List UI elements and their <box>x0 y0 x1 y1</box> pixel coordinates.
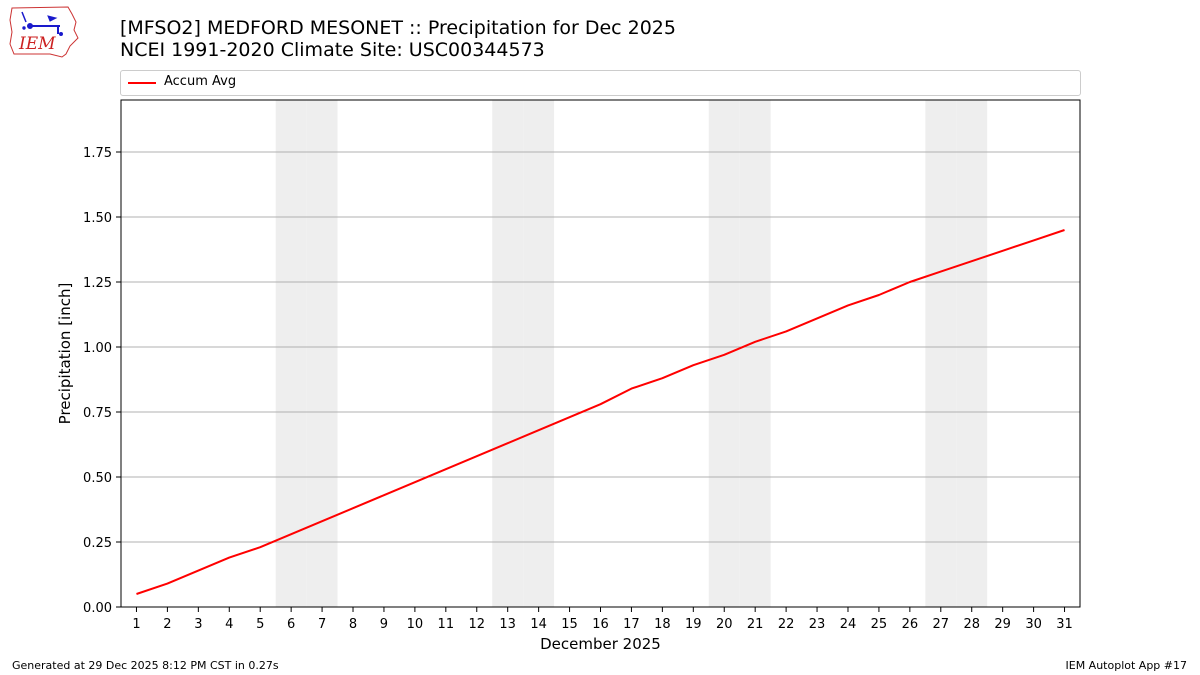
x-axis-label: December 2025 <box>540 635 661 653</box>
series-lines <box>136 229 1065 595</box>
legend-swatch-accum-avg <box>128 82 156 84</box>
x-tick-label-17: 17 <box>623 617 640 632</box>
x-tick-label-22: 22 <box>778 617 795 632</box>
x-tick-label-25: 25 <box>871 617 888 632</box>
y-tick-label-6: 1.50 <box>83 211 112 226</box>
x-tick-label-30: 30 <box>1025 617 1042 632</box>
x-tick-label-29: 29 <box>994 617 1011 632</box>
x-tick-label-28: 28 <box>963 617 980 632</box>
weekend-shade-day-6 <box>275 100 307 607</box>
x-tick-label-24: 24 <box>840 617 857 632</box>
x-tick-label-15: 15 <box>561 617 578 632</box>
footer-app-text: IEM Autoplot App #17 <box>1065 659 1188 672</box>
x-tick-label-1: 1 <box>132 617 140 632</box>
legend-label-accum-avg: Accum Avg <box>164 74 237 89</box>
x-tick-label-7: 7 <box>318 617 326 632</box>
gridlines <box>121 151 1080 543</box>
x-tick-label-27: 27 <box>933 617 950 632</box>
y-tick-label-5: 1.25 <box>83 276 112 291</box>
x-tick-label-12: 12 <box>468 617 485 632</box>
weather-station-icon <box>21 11 63 36</box>
x-tick-label-11: 11 <box>438 617 455 632</box>
x-tick-label-26: 26 <box>902 617 919 632</box>
chart-subtitle: NCEI 1991-2020 Climate Site: USC00344573 <box>120 39 545 61</box>
y-tick-label-3: 0.75 <box>83 406 112 421</box>
footer-generated-text: Generated at 29 Dec 2025 8:12 PM CST in … <box>12 659 279 672</box>
weekend-shade-day-20 <box>708 100 740 607</box>
weekend-shade-day-13 <box>492 100 524 607</box>
chart-title: [MFSO2] MEDFORD MESONET :: Precipitation… <box>120 17 676 39</box>
iem-logo: IEM <box>9 6 79 58</box>
x-tick-label-31: 31 <box>1056 617 1073 632</box>
weekend-shade-day-28 <box>956 100 988 607</box>
weekend-shading <box>275 100 988 607</box>
iowa-outline-icon <box>9 6 79 58</box>
weekend-shade-day-7 <box>306 100 338 607</box>
x-tick-label-19: 19 <box>685 617 702 632</box>
legend: Accum Avg <box>120 70 1081 96</box>
x-tick-label-13: 13 <box>499 617 516 632</box>
x-tick-label-10: 10 <box>407 617 424 632</box>
x-tick-label-20: 20 <box>716 617 733 632</box>
weekend-shade-day-21 <box>739 100 771 607</box>
x-tick-label-4: 4 <box>225 617 233 632</box>
y-tick-label-1: 0.25 <box>83 536 112 551</box>
weekend-shade-day-14 <box>523 100 555 607</box>
x-tick-label-5: 5 <box>256 617 264 632</box>
x-axis-ticks: 1 2 3 4 5 6 7 8 9 10 11 12 13 14 15 16 17 18 19 20 21 22 23 24 2… <box>132 607 1073 632</box>
logo-text: IEM <box>18 34 56 54</box>
weekend-shade-day-27 <box>925 100 957 607</box>
x-tick-label-23: 23 <box>809 617 826 632</box>
y-tick-label-4: 1.00 <box>83 341 112 356</box>
x-tick-label-2: 2 <box>163 617 171 632</box>
x-tick-label-6: 6 <box>287 617 295 632</box>
y-tick-label-2: 0.50 <box>83 471 112 486</box>
y-tick-label-7: 1.75 <box>83 146 112 161</box>
y-axis-ticks: 0.00 0.25 0.50 0.75 1.00 1.25 1.50 1.75 <box>83 146 121 616</box>
series-line-0 <box>136 229 1065 595</box>
y-tick-label-0: 0.00 <box>83 601 112 616</box>
x-tick-label-18: 18 <box>654 617 671 632</box>
x-tick-label-14: 14 <box>530 617 547 632</box>
x-tick-label-9: 9 <box>380 617 388 632</box>
x-tick-label-16: 16 <box>592 617 609 632</box>
x-tick-label-21: 21 <box>747 617 764 632</box>
x-tick-label-3: 3 <box>194 617 202 632</box>
x-tick-label-8: 8 <box>349 617 357 632</box>
y-axis-label: Precipitation [inch] <box>56 283 74 425</box>
